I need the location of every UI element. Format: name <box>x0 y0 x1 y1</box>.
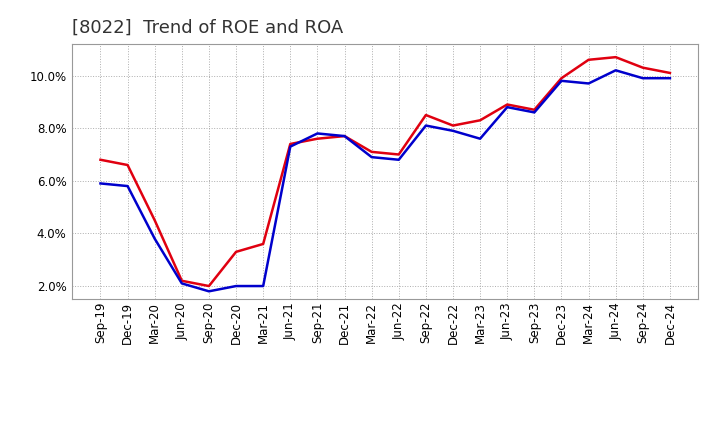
Line: ROE: ROE <box>101 57 670 286</box>
ROA <box>476 136 485 141</box>
ROA <box>150 236 159 241</box>
Line: ROA: ROA <box>101 70 670 291</box>
ROA <box>449 128 457 133</box>
ROE <box>639 65 647 70</box>
ROE <box>449 123 457 128</box>
ROE <box>259 241 268 246</box>
ROA <box>232 283 240 289</box>
ROE <box>286 141 294 147</box>
ROE <box>611 55 620 60</box>
ROA <box>286 144 294 149</box>
ROE <box>232 249 240 254</box>
ROA <box>611 68 620 73</box>
ROE <box>123 162 132 168</box>
ROE <box>530 107 539 112</box>
ROE <box>178 278 186 283</box>
ROA <box>584 81 593 86</box>
ROA <box>395 157 403 162</box>
ROE <box>204 283 213 289</box>
ROA <box>204 289 213 294</box>
Text: [8022]  Trend of ROE and ROA: [8022] Trend of ROE and ROA <box>72 19 343 37</box>
ROA <box>123 183 132 189</box>
ROA <box>259 283 268 289</box>
ROE <box>557 76 566 81</box>
ROE <box>341 133 349 139</box>
ROE <box>665 70 674 76</box>
ROE <box>367 149 376 154</box>
ROE <box>96 157 105 162</box>
ROA <box>96 181 105 186</box>
ROE <box>150 218 159 223</box>
ROE <box>476 117 485 123</box>
Legend: ROE, ROA: ROE, ROA <box>302 439 468 440</box>
ROA <box>367 154 376 160</box>
ROA <box>665 76 674 81</box>
ROA <box>639 76 647 81</box>
ROA <box>341 133 349 139</box>
ROA <box>557 78 566 84</box>
ROE <box>584 57 593 62</box>
ROA <box>503 105 511 110</box>
ROE <box>395 152 403 157</box>
ROE <box>313 136 322 141</box>
ROA <box>178 281 186 286</box>
ROA <box>421 123 430 128</box>
ROA <box>313 131 322 136</box>
ROE <box>503 102 511 107</box>
ROE <box>421 112 430 117</box>
ROA <box>530 110 539 115</box>
